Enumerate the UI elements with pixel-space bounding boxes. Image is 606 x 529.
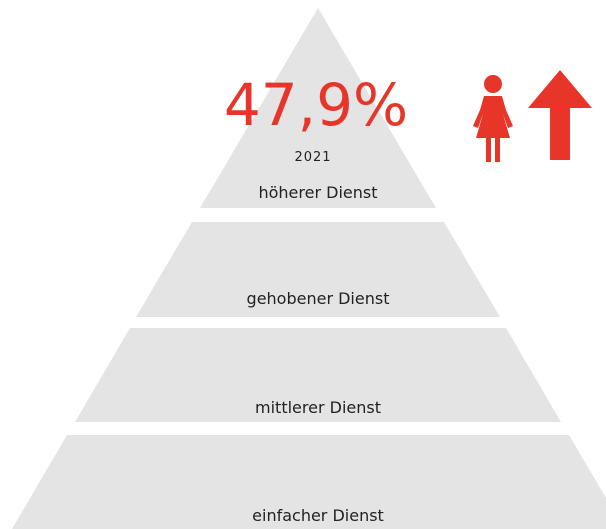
pyramid-tier xyxy=(75,328,561,422)
female-icon xyxy=(473,75,513,162)
level-label: einfacher Dienst xyxy=(252,506,384,525)
pyramid-tier xyxy=(200,8,436,208)
level-label: mittlerer Dienst xyxy=(255,398,381,417)
stat-value: 47,9% xyxy=(224,71,408,139)
level-label: höherer Dienst xyxy=(258,183,377,202)
level-label: gehobener Dienst xyxy=(247,289,390,308)
pyramid-tier xyxy=(136,222,500,317)
arrow-up-icon xyxy=(528,70,592,160)
pyramid-tier xyxy=(12,435,606,529)
stat-year: 2021 xyxy=(294,150,331,165)
